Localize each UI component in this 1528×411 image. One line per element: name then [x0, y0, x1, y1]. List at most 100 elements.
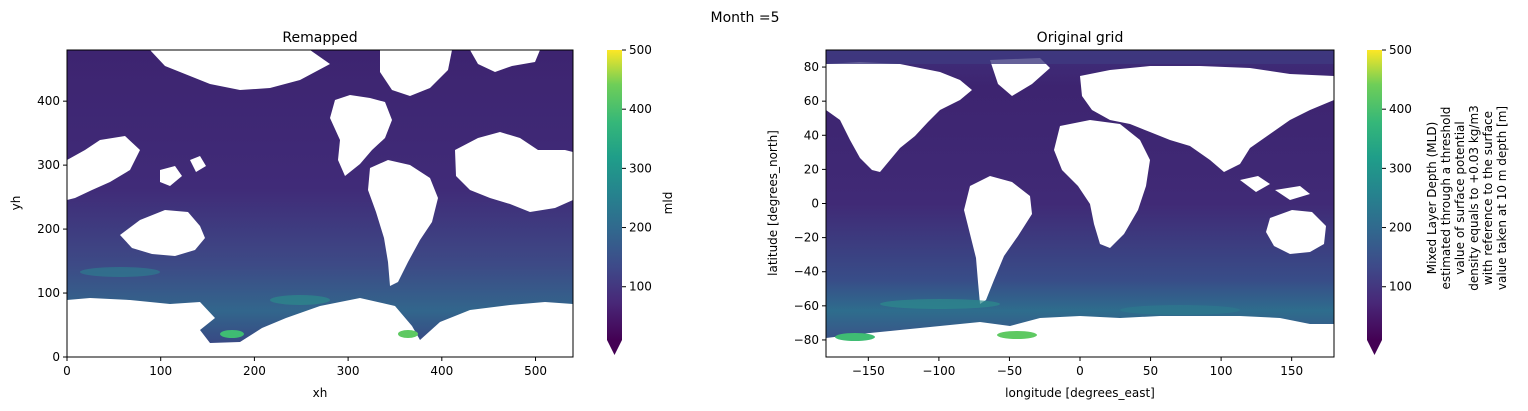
original-arctic-band [826, 50, 1334, 64]
remapped-x-tick-label: 0 [63, 364, 71, 378]
remapped-africa-land [455, 132, 573, 212]
original-y-tick-label: −40 [794, 265, 819, 279]
remapped-arctic-land [150, 50, 330, 90]
remapped-islands-land [160, 156, 206, 186]
original-arctic-band-strip [826, 50, 1334, 64]
original-y-tick-label: −20 [794, 231, 819, 245]
remapped-x-ticks: 0 100 200 300 400 500 [63, 357, 547, 378]
remapped-colorbar-tick-label: 100 [629, 280, 652, 294]
original-y-tick-label: 40 [804, 128, 819, 142]
original-colorbar-tick-label: 400 [1389, 102, 1412, 116]
original-high-mld-1 [835, 333, 875, 341]
original-colorbar-label-line: Mixed Layer Depth (MLD) [1425, 122, 1439, 275]
original-colorbar-label-line: value taken at 10 m depth [m] [1495, 106, 1509, 290]
remapped-northeast-land [380, 50, 452, 96]
original-x-tick-label: −50 [997, 364, 1022, 378]
remapped-colorbar-tick-label: 200 [629, 221, 652, 235]
remapped-land [67, 50, 573, 357]
original-x-tick-label: 50 [1143, 364, 1158, 378]
original-colorbar-tick-label: 300 [1389, 161, 1412, 175]
remapped-high-mld-ross [220, 330, 244, 338]
original-colorbar-label-line: estimated through a threshold [1439, 107, 1453, 290]
remapped-colorbar-gradient [607, 50, 622, 340]
original-y-tick-label: 20 [804, 162, 819, 176]
original-high-mld-4 [1120, 305, 1240, 315]
original-y-tick-label: 0 [811, 197, 819, 211]
original-south-america-land [964, 176, 1032, 304]
original-greenland-land [990, 58, 1050, 96]
original-y-ticks: −80 −60 −40 −20 0 20 40 60 80 [794, 60, 826, 347]
remapped-x-tick-label: 400 [430, 364, 453, 378]
figure-suptitle: Month =5 [711, 10, 780, 26]
original-x-ticks: −150 −100 −50 0 50 100 150 [852, 357, 1303, 378]
remapped-high-mld [80, 267, 418, 338]
original-colorbar-label-line: with reference to the surface [1481, 111, 1495, 285]
original-colorbar-tick-label: 500 [1389, 43, 1412, 57]
remapped-antarctica-land [67, 298, 573, 357]
original-high-mld-2 [997, 331, 1037, 339]
original-y-tick-label: −60 [794, 299, 819, 313]
original-colorbar-tick-label: 200 [1389, 221, 1412, 235]
remapped-south-america-land [368, 160, 438, 286]
remapped-axes-frame [66, 49, 574, 358]
original-europe-asia-land [1080, 66, 1334, 172]
original-colorbar-tick-label: 100 [1389, 280, 1412, 294]
original-north-america-land [826, 62, 972, 172]
remapped-y-tick-label: 400 [37, 94, 60, 108]
original-africa-land [1054, 120, 1150, 248]
original-x-tick-label: −150 [852, 364, 885, 378]
original-title: Original grid [1037, 30, 1124, 46]
remapped-australia-land [120, 210, 205, 256]
remapped-y-tick-label: 200 [37, 222, 60, 236]
original-high-mld [835, 299, 1240, 341]
remapped-colorbar-ticks: 100 200 300 400 500 [622, 43, 652, 294]
original-antarctica-land [826, 316, 1334, 357]
remapped-x-tick-label: 200 [243, 364, 266, 378]
original-australia-land [1266, 210, 1326, 254]
original-colorbar-extend-arrow [1367, 340, 1382, 355]
original-colorbar-label-line: value of surface potential [1453, 121, 1467, 275]
remapped-heatmap [67, 50, 573, 357]
original-x-tick-label: 0 [1076, 364, 1084, 378]
remapped-colorbar: 100 200 300 400 500 mld [607, 43, 675, 355]
original-x-tick-label: 100 [1210, 364, 1233, 378]
remapped-x-tick-label: 100 [149, 364, 172, 378]
original-high-mld-3 [880, 299, 1000, 309]
original-x-tick-label: 150 [1280, 364, 1303, 378]
remapped-x-tick-label: 300 [337, 364, 360, 378]
original-xlabel: longitude [degrees_east] [1005, 386, 1155, 400]
remapped-high-mld-southern-1 [270, 295, 330, 305]
original-colorbar-label: Mixed Layer Depth (MLD) estimated through… [1425, 105, 1509, 291]
remapped-colorbar-label: mld [661, 192, 675, 215]
remapped-colorbar-extend-arrow [607, 340, 622, 355]
remapped-greenland-land [470, 50, 540, 72]
original-indonesia-land [1240, 176, 1310, 200]
original-land [826, 58, 1334, 357]
remapped-high-mld-weddell [398, 330, 418, 338]
remapped-colorbar-tick-label: 500 [629, 43, 652, 57]
original-colorbar-label-line: density equals to +0.03 kg/m3 [1467, 105, 1481, 291]
original-ylabel: latitude [degrees_north] [766, 130, 780, 276]
original-panel: Original grid − [766, 30, 1335, 400]
remapped-colorbar-tick-label: 400 [629, 102, 652, 116]
remapped-title: Remapped [282, 30, 357, 46]
original-x-tick-label: −100 [922, 364, 955, 378]
remapped-x-tick-label: 500 [524, 364, 547, 378]
original-y-tick-label: 80 [804, 60, 819, 74]
remapped-xlabel: xh [313, 386, 328, 400]
original-colorbar-gradient [1367, 50, 1382, 340]
original-y-tick-label: 60 [804, 94, 819, 108]
original-colorbar: 100 200 300 400 500 Mixed Layer Depth (MLD) e… [1367, 43, 1509, 355]
remapped-ylabel: yh [9, 196, 23, 211]
remapped-y-ticks: 0 100 200 300 400 [37, 94, 67, 364]
original-y-tick-label: −80 [794, 333, 819, 347]
remapped-asia-land [67, 136, 140, 200]
remapped-high-mld-southern-2 [80, 267, 160, 277]
remapped-y-tick-label: 300 [37, 158, 60, 172]
remapped-panel: Remapped [9, 30, 574, 400]
original-colorbar-ticks: 100 200 300 400 500 [1382, 43, 1412, 294]
original-heatmap [826, 50, 1334, 357]
remapped-y-tick-label: 0 [52, 350, 60, 364]
remapped-americas-land [330, 95, 392, 176]
remapped-colorbar-tick-label: 300 [629, 161, 652, 175]
